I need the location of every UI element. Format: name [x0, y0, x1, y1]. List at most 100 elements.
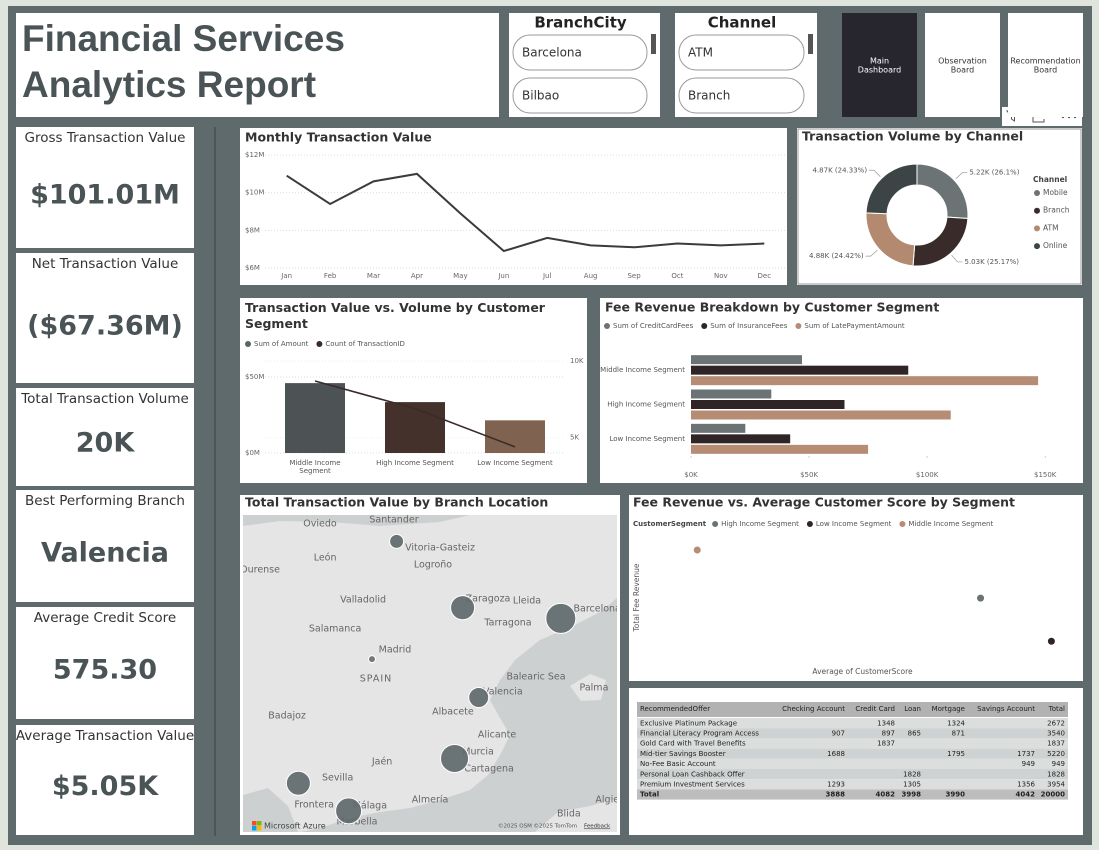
- nav-button[interactable]: [925, 13, 1000, 117]
- leader-line: [865, 249, 878, 257]
- bar: [485, 420, 545, 453]
- text-line: Segment: [245, 316, 308, 331]
- place-label: Cartagena: [464, 764, 514, 775]
- table-cell: 897: [882, 730, 895, 738]
- bubble: [285, 770, 311, 796]
- table-cell: Mid-tier Savings Booster: [640, 750, 726, 758]
- y-axis-title: Total Fee Revenue: [632, 563, 641, 632]
- slicer-item[interactable]: [512, 77, 648, 114]
- slicer-item[interactable]: [678, 34, 805, 71]
- legend-title: Channel: [1033, 175, 1067, 184]
- x-tick-label: Mar: [367, 272, 380, 280]
- logo: [257, 821, 262, 826]
- slicer-title: Channel: [708, 14, 776, 32]
- slicer-item-label: Barcelona: [522, 46, 582, 60]
- sea: [243, 788, 298, 832]
- x-tick-label: Jan: [280, 272, 292, 280]
- legend-label: Count of TransactionID: [325, 340, 405, 348]
- capital-marker: [367, 655, 376, 664]
- column-header: Credit Card: [855, 705, 895, 713]
- table-row-bg: [637, 738, 1068, 749]
- column-header: RecommendedOffer: [640, 705, 710, 713]
- y-tick-label: $12M: [245, 151, 264, 159]
- kpi-label: Gross Transaction Value: [25, 130, 186, 146]
- slicer-item[interactable]: [678, 77, 805, 114]
- nav-button[interactable]: [1008, 13, 1083, 117]
- x-tick-label: Oct: [671, 272, 683, 280]
- logo: [252, 821, 257, 826]
- bubble: [545, 602, 577, 634]
- legend-title: CustomerSegment: [633, 520, 707, 528]
- table-cell: 4042: [1016, 791, 1036, 799]
- bubble: [450, 595, 476, 621]
- map: Oviedo Santander Vitoria-Gasteiz León Logroñ…: [243, 514, 620, 832]
- table-cell: 949: [1022, 760, 1035, 768]
- table-cell: 1688: [827, 750, 845, 758]
- x-tick-label: $150K: [1034, 471, 1057, 479]
- table-cell: 1737: [1017, 750, 1035, 758]
- x-tick-label: Apr: [411, 272, 423, 280]
- y-tick-label: Low Income Segment: [610, 435, 686, 443]
- kpi-value: ($67.36M): [27, 311, 183, 342]
- attribution[interactable]: Feedback: [584, 824, 611, 830]
- kpi-label: Average Transaction Value: [16, 728, 194, 744]
- legend-label: Branch: [1043, 206, 1070, 215]
- place-label: Sevilla: [322, 772, 353, 783]
- slicer-item[interactable]: [512, 34, 648, 71]
- table-cell: 1293: [827, 781, 845, 789]
- table-cell: 1837: [1047, 740, 1065, 748]
- bar: [691, 423, 746, 433]
- bar: [691, 355, 802, 365]
- y-tick-label: High Income Segment: [607, 401, 685, 409]
- column-header: Mortgage: [932, 705, 965, 713]
- x-tick-label: $50K: [800, 471, 818, 479]
- x-tick-label: $100K: [916, 471, 939, 479]
- legend-marker: [1034, 225, 1040, 232]
- place-label: Barcelona: [573, 603, 620, 614]
- line: [286, 172, 765, 253]
- table-row-bg: [637, 718, 1068, 729]
- place-label: Vitoria-Gasteiz: [405, 542, 475, 553]
- point: [693, 546, 701, 554]
- place-label: Balearic Sea: [506, 671, 565, 682]
- kpi-label: Best Performing Branch: [25, 493, 185, 509]
- legend-marker: [316, 341, 323, 347]
- kpi-card: [16, 127, 194, 248]
- place-label: Valladolid: [340, 594, 386, 605]
- kpi-label: Total Transaction Volume: [20, 391, 189, 407]
- place-label: Murcia: [462, 746, 494, 757]
- place-label: Frontera: [294, 800, 334, 811]
- kpi-card: [16, 253, 194, 383]
- kpi-value: $5.05K: [52, 771, 159, 802]
- slicer-title: BranchCity: [534, 14, 627, 32]
- data-label: 5.22K (26.1%): [969, 169, 1019, 177]
- bar: [691, 410, 951, 420]
- logo: [252, 826, 257, 831]
- bar: [385, 402, 445, 453]
- table-cell: 865: [908, 730, 921, 738]
- column-header: Total: [1048, 705, 1065, 713]
- kpi-value: $101.01M: [30, 179, 180, 210]
- y-tick-label: $50M: [245, 373, 264, 381]
- place-label: Santander: [369, 514, 418, 525]
- island: [570, 674, 606, 701]
- logo: [257, 826, 262, 831]
- text-line: Transaction Value vs. Volume by Customer: [245, 300, 546, 315]
- table-cell: Personal Loan Cashback Offer: [640, 770, 745, 778]
- legend-label: Sum of InsuranceFees: [710, 322, 787, 330]
- place-label: Badajoz: [268, 711, 306, 722]
- nav-button[interactable]: [842, 13, 917, 117]
- bar: [691, 389, 772, 399]
- table-cell: 949: [1052, 760, 1065, 768]
- nav-label: Recommendation Board: [1010, 56, 1080, 74]
- table-cell: 1837: [877, 740, 895, 748]
- kpi-value: 20K: [76, 427, 136, 458]
- bar: [691, 376, 1039, 386]
- table-cell: 1324: [947, 719, 965, 727]
- x-tick-label: Nov: [714, 272, 728, 280]
- legend-marker: [806, 521, 813, 527]
- legend-marker: [1034, 190, 1040, 196]
- leader-line: [869, 169, 881, 178]
- legend-marker: [795, 323, 802, 329]
- bar: [691, 365, 909, 375]
